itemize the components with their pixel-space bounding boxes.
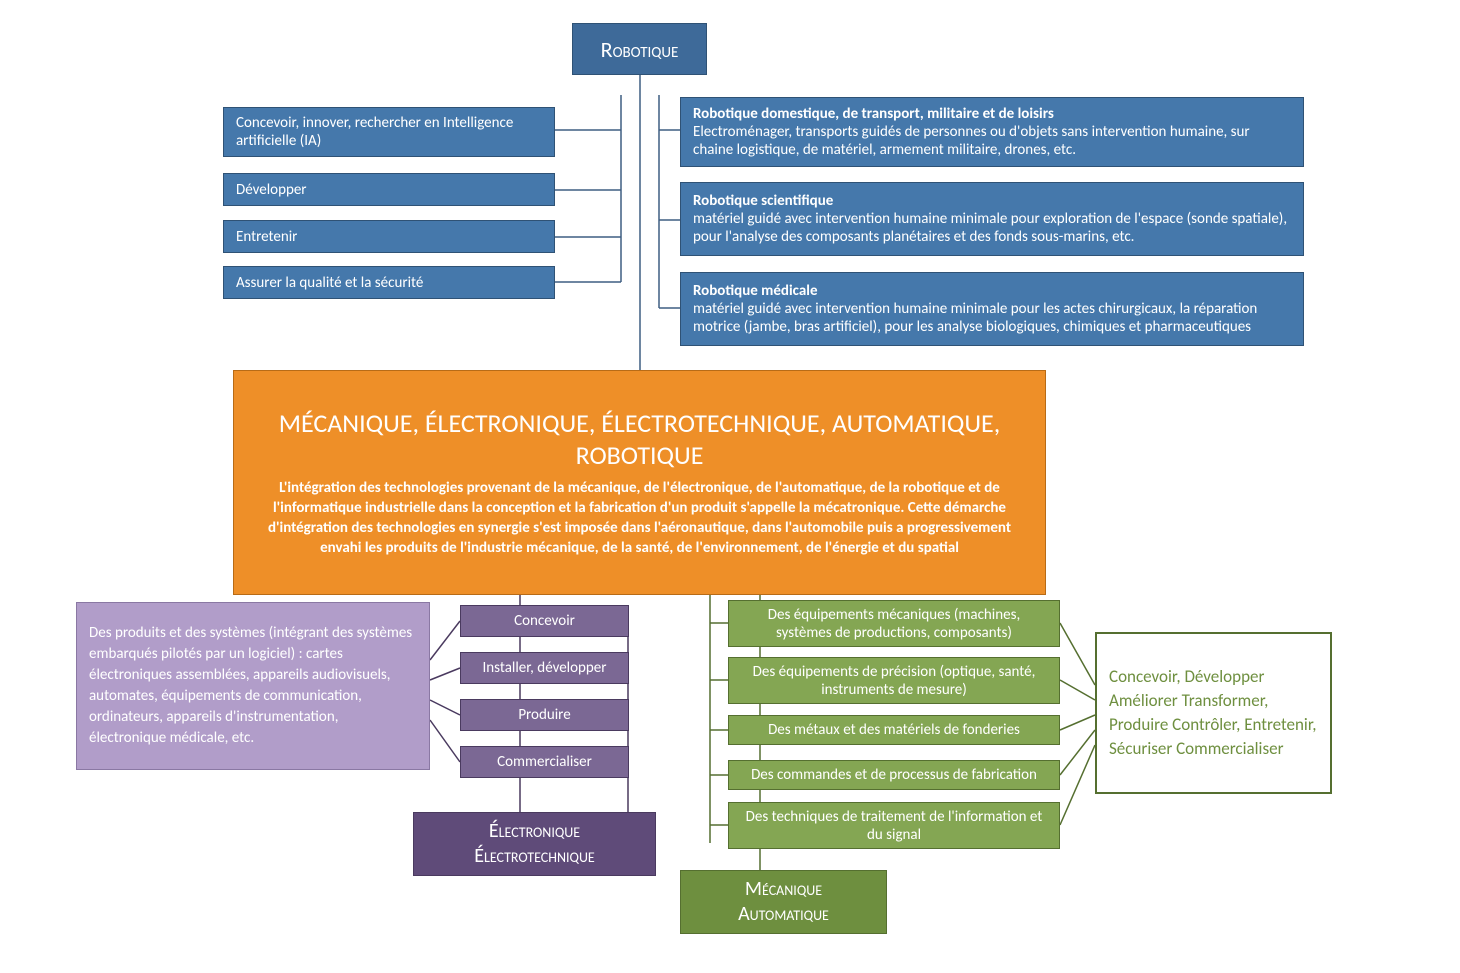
robotique-right-0: Robotique domestique, de transport, mili… bbox=[680, 97, 1304, 167]
elec-action-1: Installer, développer bbox=[460, 652, 629, 684]
right-desc: matériel guidé avec intervention humaine… bbox=[693, 300, 1291, 336]
center-title: MÉCANIQUE, ÉLECTRONIQUE, ÉLECTROTECHNIQU… bbox=[262, 407, 1017, 472]
meca-item-1: Des équipements de précision (optique, s… bbox=[728, 657, 1060, 704]
elec-desc-text: Des produits et des systèmes (intégrant … bbox=[89, 623, 417, 749]
list-item: Des métaux et des matériels de fonderies bbox=[741, 721, 1047, 739]
list-item: Des équipements mécaniques (machines, sy… bbox=[741, 606, 1047, 642]
electronique-title: Électronique Électrotechnique bbox=[413, 812, 656, 876]
elec-title-1: Électronique bbox=[426, 819, 643, 844]
meca-item-4: Des techniques de traitement de l'inform… bbox=[728, 802, 1060, 849]
elec-action-3: Commercialiser bbox=[460, 746, 629, 778]
list-item: Des techniques de traitement de l'inform… bbox=[741, 808, 1047, 844]
list-item: Entretenir bbox=[236, 228, 542, 246]
robotique-right-2: Robotique médicale matériel guidé avec i… bbox=[680, 272, 1304, 346]
list-item: Développer bbox=[236, 181, 542, 199]
mecanique-actions: Concevoir, Développer Améliorer Transfor… bbox=[1095, 632, 1332, 794]
electronique-desc: Des produits et des systèmes (intégrant … bbox=[76, 602, 430, 770]
center-box: MÉCANIQUE, ÉLECTRONIQUE, ÉLECTROTECHNIQU… bbox=[233, 370, 1046, 595]
robotique-right-1: Robotique scientifique matériel guidé av… bbox=[680, 182, 1304, 256]
elec-title-2: Électrotechnique bbox=[426, 844, 643, 869]
list-item: Produire bbox=[473, 706, 616, 724]
robotique-left-2: Entretenir bbox=[223, 220, 555, 253]
robotique-left-1: Développer bbox=[223, 173, 555, 206]
elec-action-0: Concevoir bbox=[460, 605, 629, 637]
list-item: Concevoir bbox=[473, 612, 616, 630]
right-title: Robotique médicale bbox=[693, 282, 1291, 300]
robotique-title: Robotique bbox=[572, 23, 707, 75]
robotique-title-label: Robotique bbox=[585, 36, 694, 63]
meca-actions-text: Concevoir, Développer Améliorer Transfor… bbox=[1109, 665, 1318, 760]
list-item: Assurer la qualité et la sécurité bbox=[236, 274, 542, 292]
meca-item-2: Des métaux et des matériels de fonderies bbox=[728, 715, 1060, 745]
list-item: Commercialiser bbox=[473, 753, 616, 771]
mecanique-title: Mécanique Automatique bbox=[680, 870, 887, 934]
right-desc: Electroménager, transports guidés de per… bbox=[693, 123, 1291, 159]
robotique-left-3: Assurer la qualité et la sécurité bbox=[223, 266, 555, 299]
robotique-left-0: Concevoir, innover, rechercher en Intell… bbox=[223, 107, 555, 157]
meca-title-2: Automatique bbox=[693, 902, 874, 927]
meca-item-3: Des commandes et de processus de fabrica… bbox=[728, 760, 1060, 790]
right-desc: matériel guidé avec intervention humaine… bbox=[693, 210, 1291, 246]
list-item: Des équipements de précision (optique, s… bbox=[741, 663, 1047, 699]
elec-action-2: Produire bbox=[460, 699, 629, 731]
meca-item-0: Des équipements mécaniques (machines, sy… bbox=[728, 600, 1060, 647]
list-item: Des commandes et de processus de fabrica… bbox=[741, 766, 1047, 784]
right-title: Robotique domestique, de transport, mili… bbox=[693, 105, 1291, 123]
list-item: Installer, développer bbox=[473, 659, 616, 677]
list-item: Concevoir, innover, rechercher en Intell… bbox=[236, 114, 542, 150]
meca-title-1: Mécanique bbox=[693, 877, 874, 902]
center-desc: L'intégration des technologies provenant… bbox=[262, 478, 1017, 559]
right-title: Robotique scientifique bbox=[693, 192, 1291, 210]
